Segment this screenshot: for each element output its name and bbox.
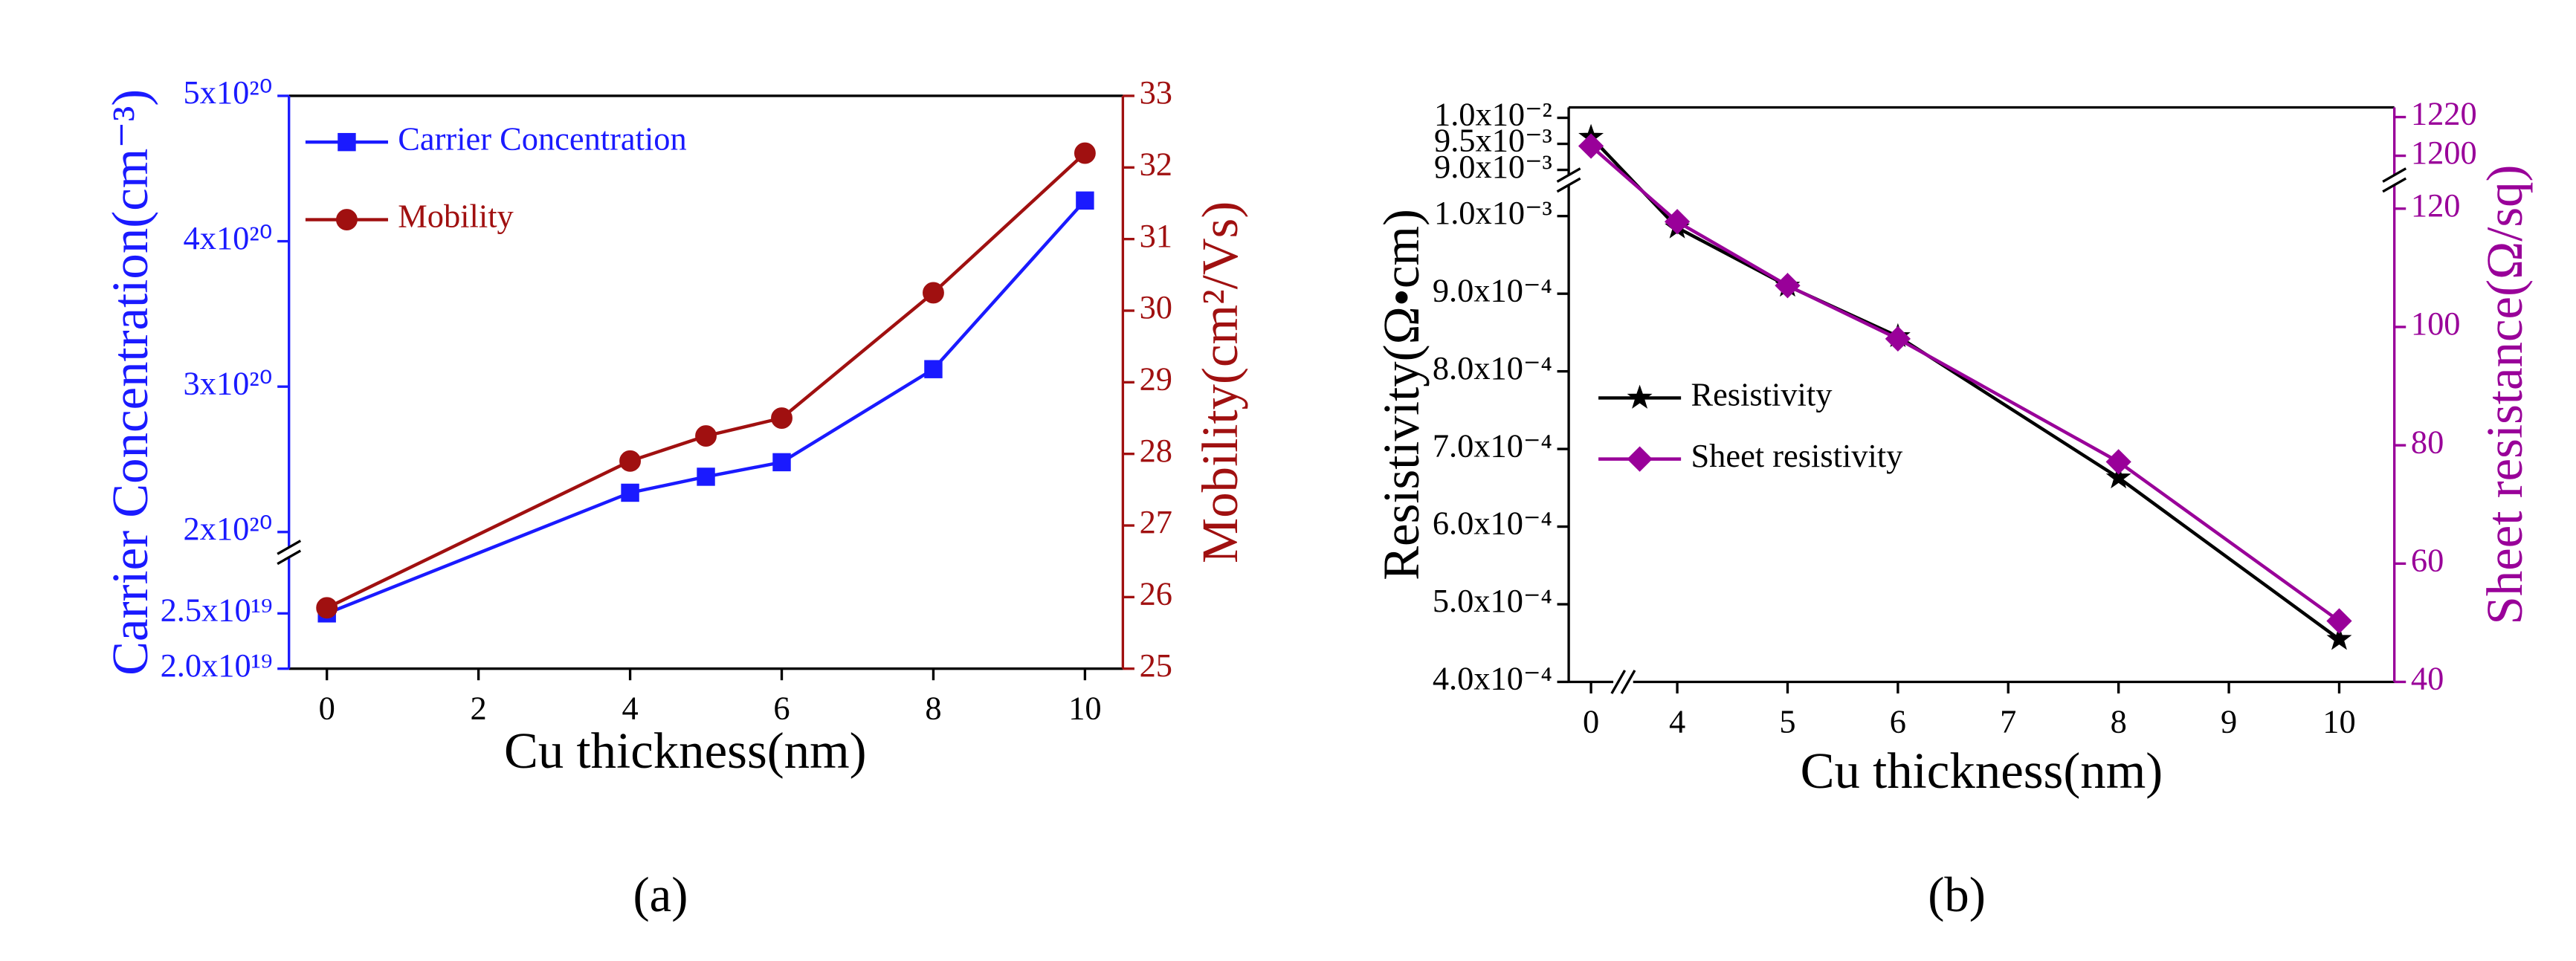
marker [1578, 133, 1604, 159]
y-tick-label: 1.0x10⁻² [1434, 96, 1552, 133]
x-tick-label: 7 [2000, 702, 2016, 740]
y-tick-label: 9.5x10⁻³ [1434, 122, 1552, 159]
y-tick-label: 4x10²⁰ [184, 219, 273, 256]
marker [1885, 326, 1911, 352]
y-tick-label: 1.0x10⁻³ [1434, 194, 1552, 231]
marker [695, 425, 717, 447]
y2-tick-label: 120 [2411, 187, 2461, 224]
axis-break [277, 540, 302, 555]
y2-axis-label: Mobility(cm²/Vs) [1192, 201, 1248, 563]
legend-label: Carrier Concentration [398, 120, 686, 157]
y-tick-label: 7.0x10⁻⁴ [1433, 427, 1552, 464]
axis-break [1610, 670, 1627, 694]
marker [772, 453, 791, 472]
y2-tick-label: 27 [1140, 503, 1172, 540]
marker [2326, 608, 2352, 634]
marker [619, 450, 642, 472]
caption: (b) [1928, 868, 1986, 922]
series-line [326, 199, 1087, 615]
marker [1664, 209, 1691, 235]
marker [338, 132, 356, 152]
y-tick-label: 9.0x10⁻³ [1434, 148, 1552, 185]
marker [1775, 273, 1801, 299]
break-gap [2391, 175, 2398, 185]
x-tick-label: 5 [1779, 702, 1795, 740]
y-axis-label: Resistivity(Ω•cm) [1373, 209, 1430, 580]
marker [2105, 449, 2131, 475]
caption: (a) [633, 868, 688, 922]
marker [2105, 464, 2131, 489]
x-tick-label: 8 [2111, 702, 2127, 740]
x-tick-label: 0 [319, 690, 335, 727]
y-tick-label: 2x10²⁰ [184, 510, 273, 547]
series-line [326, 152, 1086, 609]
legend-label: Resistivity [1691, 376, 1833, 413]
axis-break [1556, 177, 1581, 193]
marker [2326, 626, 2352, 650]
x-tick-label: 4 [1669, 702, 1685, 740]
x-tick-label: 8 [925, 690, 941, 727]
y2-tick-label: 33 [1140, 74, 1172, 111]
marker [1627, 384, 1653, 409]
y2-axis-label: Sheet resistance(Ω/sq) [2476, 165, 2533, 625]
y2-tick-label: 30 [1140, 288, 1172, 326]
marker [1627, 446, 1653, 472]
y-axis-label: Carrier Concentration(cm⁻³) [102, 89, 158, 676]
break-gap [1613, 679, 1633, 685]
y-tick-label: 5.0x10⁻⁴ [1433, 582, 1552, 619]
y2-tick-label: 60 [2411, 541, 2444, 578]
y-tick-label: 3x10²⁰ [184, 364, 273, 401]
x-tick-label: 4 [622, 690, 638, 727]
y2-tick-label: 26 [1140, 575, 1172, 612]
y2-tick-label: 28 [1140, 432, 1172, 469]
y2-tick-label: 32 [1140, 146, 1172, 183]
y2-tick-label: 25 [1140, 647, 1172, 684]
y-tick-label: 2.0x10¹⁹ [161, 647, 273, 684]
axis-break [2382, 177, 2407, 193]
y2-tick-label: 1200 [2411, 134, 2477, 171]
axis-break [2382, 167, 2407, 183]
y2-tick-label: 29 [1140, 360, 1172, 398]
marker [316, 597, 338, 619]
x-tick-label: 9 [2221, 702, 2237, 740]
axis-break [277, 549, 302, 566]
marker [1076, 191, 1094, 210]
break-gap [1565, 175, 1572, 185]
y-tick-label: 5x10²⁰ [184, 74, 273, 111]
marker [1074, 142, 1096, 164]
series-line [1589, 144, 2340, 623]
marker [924, 360, 943, 378]
legend-label: Sheet resistivity [1691, 437, 1903, 474]
marker [697, 467, 715, 486]
axis-break [1556, 167, 1581, 183]
y2-tick-label: 100 [2411, 305, 2461, 342]
x-tick-label: 0 [1583, 702, 1599, 740]
y-tick-label: 9.0x10⁻⁴ [1433, 271, 1552, 308]
marker [621, 483, 639, 502]
marker [923, 282, 944, 304]
y2-tick-label: 31 [1140, 217, 1172, 254]
x-axis-label: Cu thickness(nm) [1801, 742, 2163, 799]
x-tick-label: 10 [1068, 690, 1101, 727]
y-tick-label: 6.0x10⁻⁴ [1433, 505, 1552, 542]
axis-break [1620, 670, 1636, 694]
y-tick-label: 8.0x10⁻⁴ [1433, 349, 1552, 386]
x-tick-label: 6 [773, 690, 790, 727]
legend-label: Mobility [398, 198, 514, 235]
y2-tick-label: 1220 [2411, 95, 2477, 132]
marker [771, 407, 793, 429]
x-axis-label: Cu thickness(nm) [504, 722, 867, 779]
break-gap [285, 546, 293, 558]
marker [336, 209, 358, 230]
x-tick-label: 10 [2322, 702, 2355, 740]
x-tick-label: 2 [471, 690, 487, 727]
y2-tick-label: 40 [2411, 660, 2444, 697]
y-tick-label: 2.5x10¹⁹ [161, 591, 273, 628]
y2-tick-label: 80 [2411, 423, 2444, 460]
y-tick-label: 4.0x10⁻⁴ [1433, 660, 1552, 697]
x-tick-label: 6 [1890, 702, 1906, 740]
